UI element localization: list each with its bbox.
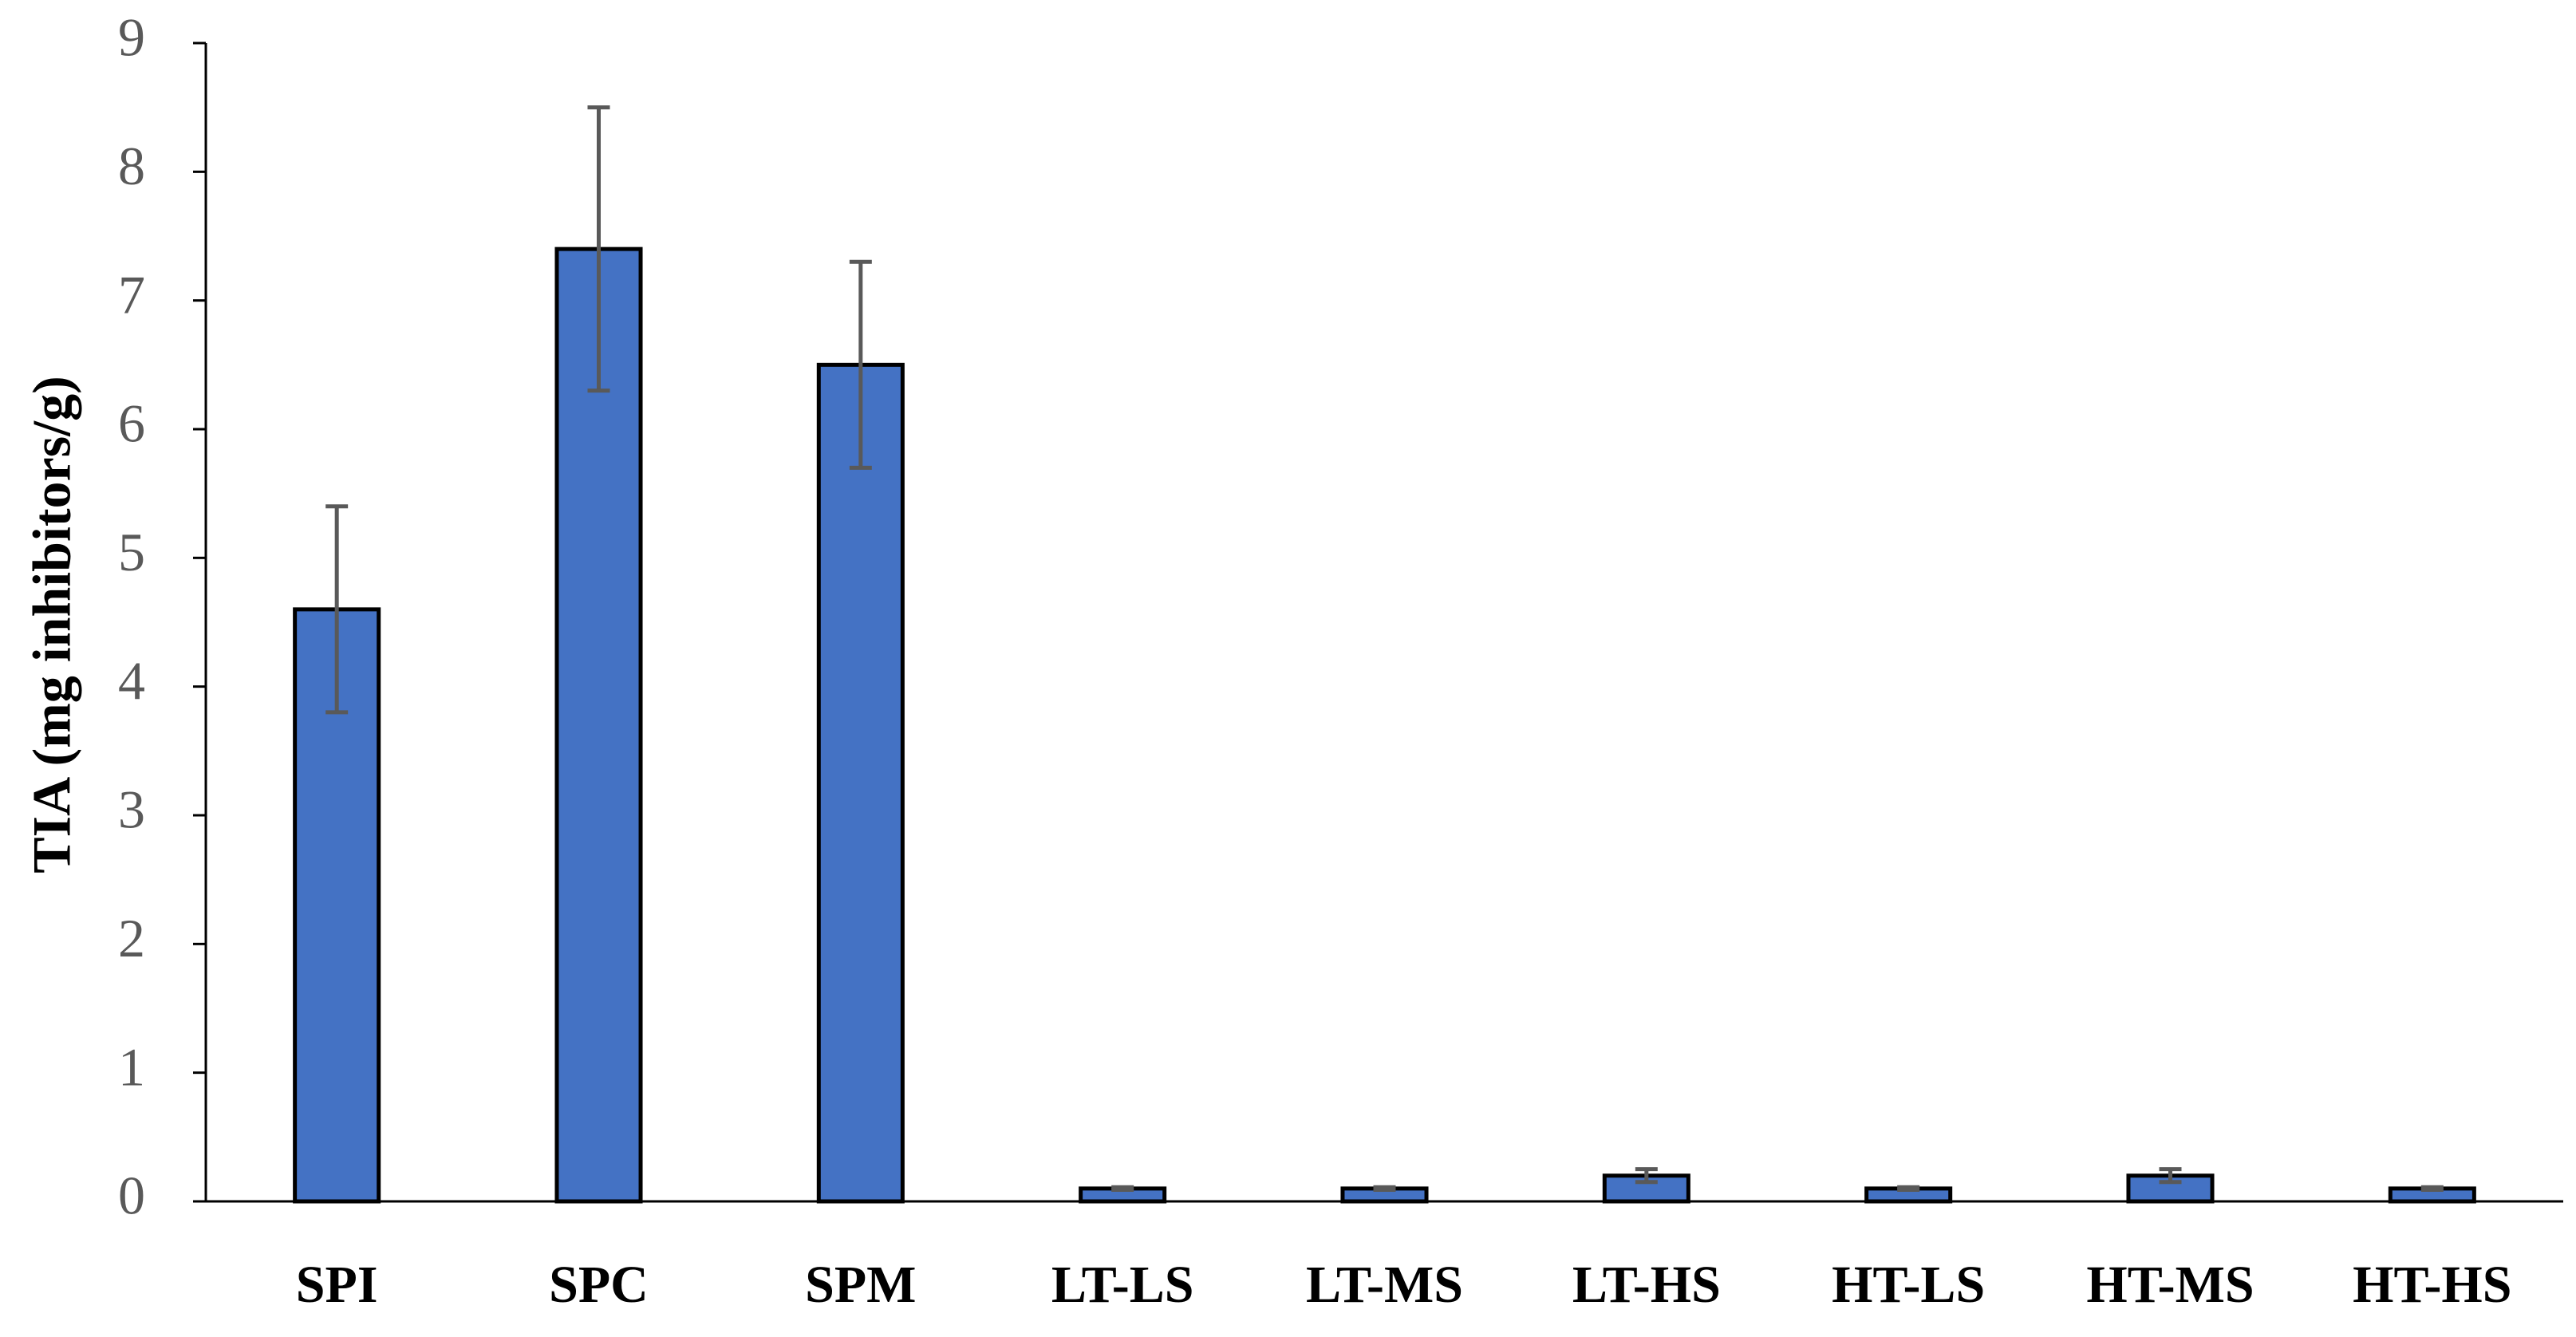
x-tick-label: HT-MS <box>2086 1256 2254 1314</box>
y-tick-label: 2 <box>118 908 145 968</box>
y-tick-label: 0 <box>118 1165 145 1226</box>
y-tick-label: 5 <box>118 522 145 582</box>
x-tick-label: HT-HS <box>2353 1256 2511 1314</box>
x-tick-label: SPM <box>805 1256 916 1314</box>
error-bar <box>2159 1167 2182 1185</box>
x-tick-label: SPI <box>296 1256 378 1314</box>
x-tick-label: LT-MS <box>1306 1256 1463 1314</box>
y-tick-label: 9 <box>118 7 145 68</box>
error-bar <box>849 259 872 470</box>
y-tick-label: 4 <box>118 650 145 711</box>
x-tick-label: LT-HS <box>1572 1256 1721 1314</box>
x-tick-label: SPC <box>549 1256 649 1314</box>
y-tick-label: 3 <box>118 779 145 840</box>
x-tick-label: HT-LS <box>1832 1256 1985 1314</box>
error-bar <box>1635 1167 1658 1185</box>
y-axis-label: TIA (mg inhibitors/g) <box>22 376 82 873</box>
bar <box>816 362 905 1204</box>
y-tick-label: 7 <box>118 264 145 325</box>
error-bar <box>1111 1185 1134 1192</box>
x-tick-label: LT-LS <box>1051 1256 1194 1314</box>
error-bar <box>587 105 610 393</box>
error-bar <box>1897 1185 1920 1192</box>
error-bar <box>1373 1185 1396 1192</box>
error-bar <box>2420 1185 2444 1192</box>
y-tick-label: 1 <box>118 1036 145 1097</box>
y-tick-label: 8 <box>118 136 145 196</box>
y-tick-label: 6 <box>118 393 145 454</box>
bar <box>554 246 643 1204</box>
error-bar <box>325 504 349 715</box>
